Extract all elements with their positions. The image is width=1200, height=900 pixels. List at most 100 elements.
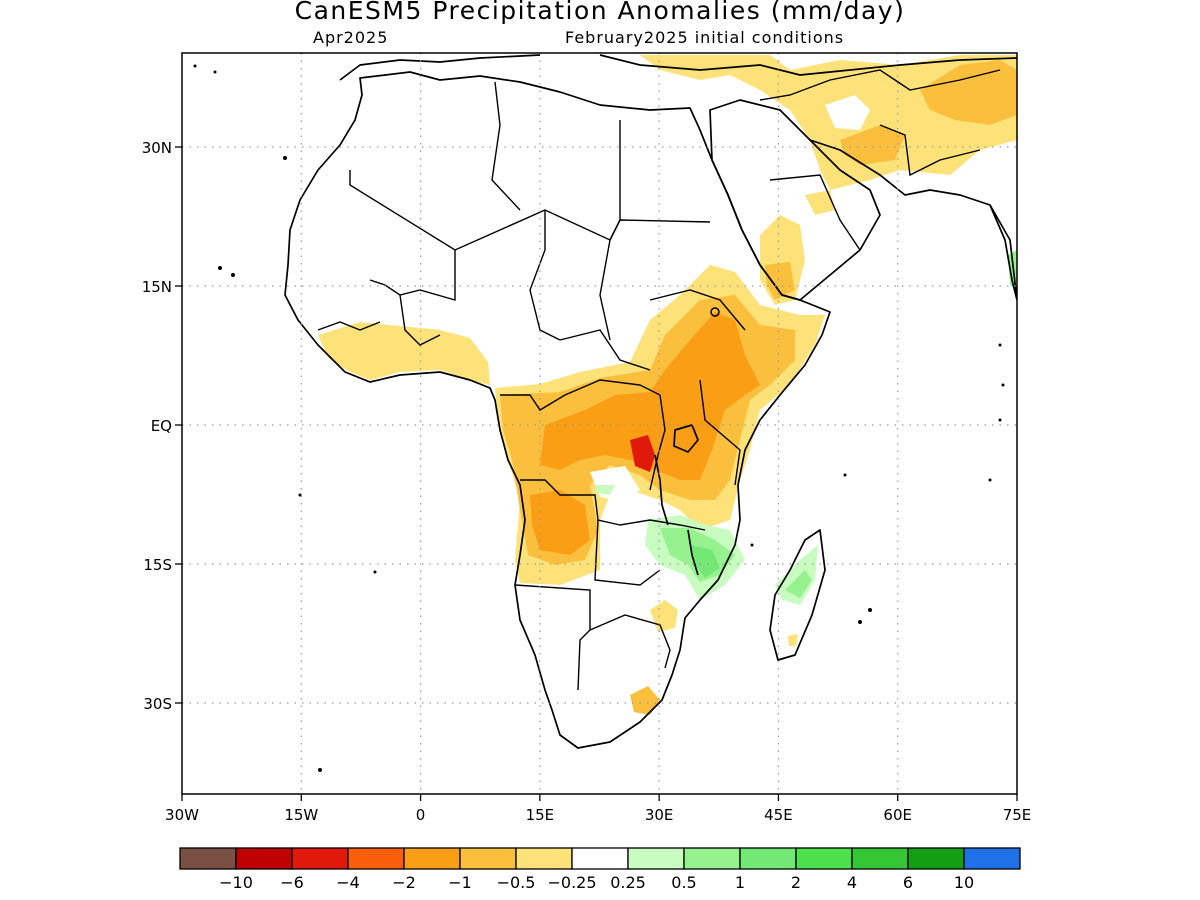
colorbar-label: −1 <box>448 873 472 892</box>
chagos-island <box>998 418 1002 422</box>
colorbar-swatch <box>907 847 965 870</box>
init-conditions-label: February2025 initial conditions <box>565 28 845 47</box>
axis-ticks: 30W 15W 0 15E 30E 45E 60E 75E 30N 15N EQ 15S 30S <box>142 139 1032 824</box>
anomaly-madagascar-wet-medium <box>785 570 812 598</box>
anomaly-zimbabwe-dry <box>650 600 678 632</box>
maldives-island <box>998 343 1002 347</box>
colorbar-swatch <box>851 847 909 870</box>
border-algeria-libya <box>491 81 521 211</box>
reunion-island <box>858 620 862 624</box>
colorbar-label: −4 <box>336 873 360 892</box>
colorbar-label: −0.25 <box>547 873 596 892</box>
anomaly-afghanistan <box>920 60 1017 125</box>
cape-verde-island <box>218 266 222 270</box>
colorbar-label: 4 <box>847 873 857 892</box>
anomaly-west-africa <box>318 322 490 385</box>
arabia-coastline <box>709 99 881 301</box>
azores-island-2 <box>213 70 217 74</box>
colorbar-swatch <box>515 847 573 870</box>
anomaly-fill-layer <box>318 55 1017 715</box>
lon-tick-label: 15W <box>284 806 318 824</box>
border-turkey-iran <box>759 69 1001 101</box>
lon-tick-label: 75E <box>1003 806 1032 824</box>
seychelles-island <box>843 473 847 477</box>
anomaly-arabia-dot <box>805 190 835 215</box>
colorbar-label: −6 <box>280 873 304 892</box>
anomaly-mozambique-wet-strong <box>690 545 720 578</box>
colorbar-swatch <box>795 847 853 870</box>
colorbar-label: 10 <box>954 873 974 892</box>
border-angola-zambia <box>594 519 661 586</box>
comoros-island <box>750 543 754 547</box>
border-niger-chad <box>529 210 561 341</box>
border-mali-niger <box>369 250 456 301</box>
border-iran-pakistan <box>879 124 981 177</box>
colorbar-swatch <box>739 847 797 870</box>
country-borders <box>317 69 1001 691</box>
tristan-island <box>318 768 322 772</box>
lat-tick-label: 15N <box>142 278 172 296</box>
colorbar: −10 −6 −4 −2 −1 −0.5 −0.25 0.25 0.5 1 2 4 6 10 <box>179 847 1021 892</box>
colorbar-swatch <box>347 847 405 870</box>
colorbar-swatch <box>235 847 293 870</box>
border-angola-drc <box>520 479 621 526</box>
border-namibia <box>514 584 591 691</box>
border-burkina <box>399 294 441 346</box>
lon-tick-label: 30W <box>165 806 199 824</box>
chagos-island-2 <box>988 478 992 482</box>
lake-victoria <box>673 424 699 453</box>
colorbar-swatch <box>179 847 237 870</box>
colorbar-label: −0.5 <box>497 873 536 892</box>
maldives-island <box>1001 383 1005 387</box>
colorbar-label: 2 <box>791 873 801 892</box>
cape-verde-island <box>231 273 235 277</box>
map-title: CanESM5 Precipitation Anomalies (mm/day) <box>294 0 906 25</box>
border-congo-car <box>500 379 661 411</box>
lon-tick-label: 30E <box>645 806 674 824</box>
lat-tick-label: 30S <box>143 695 172 713</box>
colorbar-swatch <box>627 847 685 870</box>
madagascar-coastline <box>769 529 826 661</box>
plot-frame <box>181 52 1018 795</box>
border-tanzania-zambia <box>619 519 706 531</box>
island-marks <box>193 64 1005 772</box>
border-sahara-north <box>349 170 711 251</box>
colorbar-swatch <box>403 847 461 870</box>
lon-tick-label: 60E <box>883 806 912 824</box>
colorbar-label: 1 <box>735 873 745 892</box>
anomaly-drc-extreme <box>630 435 655 472</box>
colorbar-swatch <box>459 847 517 870</box>
persian-gulf <box>809 139 1017 301</box>
india-coast <box>989 204 1017 301</box>
border-drc-east <box>649 394 666 491</box>
border-sudan-ethiopia <box>649 289 746 331</box>
colorbar-swatch <box>291 847 349 870</box>
canary-island <box>283 156 287 160</box>
mauritius-island <box>868 608 872 612</box>
anomaly-iran <box>840 125 905 165</box>
lon-tick-label: 45E <box>764 806 793 824</box>
anomaly-angola-strong <box>530 490 590 555</box>
border-chad-car <box>559 329 651 371</box>
colorbar-label: −10 <box>219 873 253 892</box>
valid-month-label: Apr2025 <box>313 28 389 47</box>
border-botswana <box>589 614 671 669</box>
anomaly-madagascar-dry <box>788 634 798 646</box>
st-helena-island <box>373 570 377 574</box>
colorbar-swatch <box>683 847 741 870</box>
colorbar-label: 0.5 <box>671 873 696 892</box>
lake-tana-marker <box>710 307 720 317</box>
lat-tick-label: 15S <box>143 556 172 574</box>
lat-tick-label: 30N <box>142 139 172 157</box>
anomaly-mideast-white <box>825 95 870 130</box>
anomaly-yemen-core <box>765 262 795 300</box>
anomaly-central-strong <box>540 312 760 480</box>
lon-tick-label: 15E <box>526 806 555 824</box>
colorbar-label: 0.25 <box>610 873 646 892</box>
border-kenya-tanzania <box>699 379 741 486</box>
border-senegal-guinea <box>317 321 381 331</box>
border-saudi <box>769 174 861 251</box>
colorbar-label: −2 <box>392 873 416 892</box>
anomaly-southafrica-dry <box>630 686 660 715</box>
